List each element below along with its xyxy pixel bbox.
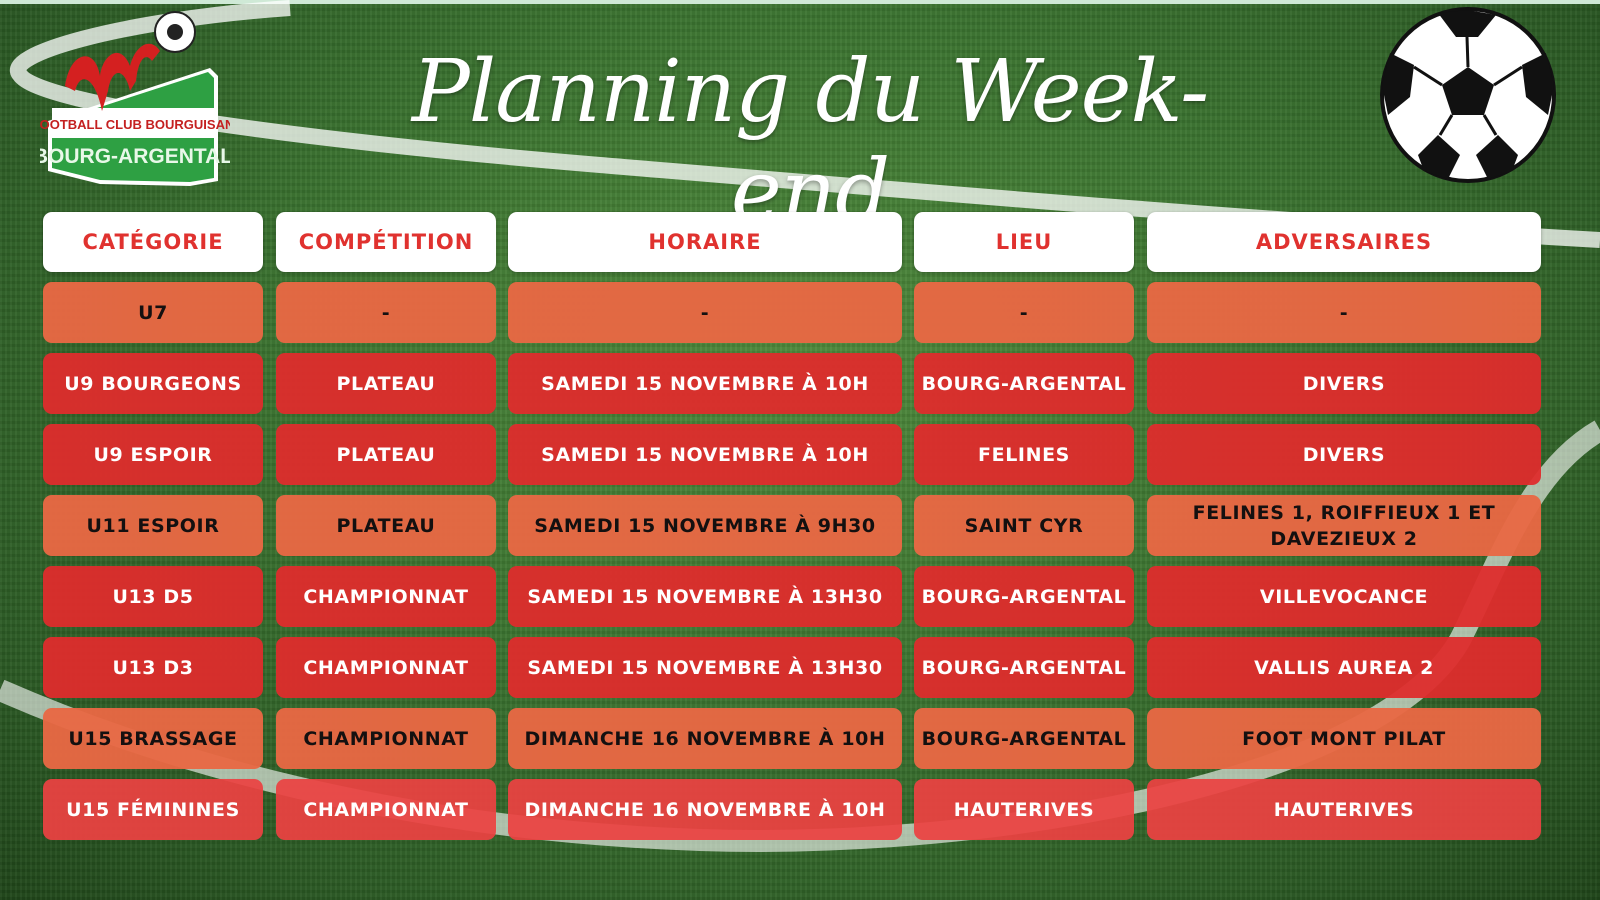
cell-category-text: U15 BRASSAGE: [68, 727, 238, 750]
cell-category: U7: [43, 282, 263, 343]
cell-competition: PLATEAU: [276, 353, 496, 414]
cell-opponents: FELINES 1, ROIFFIEUX 1 ET DAVEZIEUX 2: [1147, 495, 1541, 556]
cell-schedule: SAMEDI 15 NOVEMBRE À 10H: [508, 424, 902, 485]
cell-venue: BOURG-ARGENTAL: [914, 637, 1134, 698]
cell-venue: -: [914, 282, 1134, 343]
cell-competition-text: PLATEAU: [336, 372, 436, 395]
cell-competition-text: CHAMPIONNAT: [303, 585, 469, 608]
header-competition-text: COMPÉTITION: [298, 230, 474, 254]
cell-opponents-text: FOOT MONT PILAT: [1242, 727, 1446, 750]
header-competition: COMPÉTITION: [276, 212, 496, 272]
cell-schedule: SAMEDI 15 NOVEMBRE À 10H: [508, 353, 902, 414]
cell-schedule: SAMEDI 15 NOVEMBRE À 9H30: [508, 495, 902, 556]
cell-schedule-text: DIMANCHE 16 NOVEMBRE À 10H: [524, 727, 886, 750]
cell-venue-text: BOURG-ARGENTAL: [921, 656, 1127, 679]
cell-schedule: SAMEDI 15 NOVEMBRE À 13H30: [508, 566, 902, 627]
cell-venue-text: SAINT CYR: [964, 514, 1084, 537]
cell-competition: -: [276, 282, 496, 343]
cell-opponents-text: DIVERS: [1302, 443, 1386, 466]
cell-opponents: VALLIS AUREA 2: [1147, 637, 1541, 698]
cell-opponents-text: FELINES 1, ROIFFIEUX 1 ET DAVEZIEUX 2: [1192, 501, 1496, 550]
cell-competition: CHAMPIONNAT: [276, 566, 496, 627]
cell-competition-text: -: [381, 301, 391, 324]
cell-category-text: U13 D3: [112, 656, 194, 679]
cell-venue: BOURG-ARGENTAL: [914, 708, 1134, 769]
cell-schedule-text: SAMEDI 15 NOVEMBRE À 10H: [541, 372, 869, 395]
cell-category-text: U7: [138, 301, 168, 324]
cell-schedule: -: [508, 282, 902, 343]
cell-category: U15 FÉMININES: [43, 779, 263, 840]
cell-opponents-text: VALLIS AUREA 2: [1254, 656, 1434, 679]
cell-venue: SAINT CYR: [914, 495, 1134, 556]
top-border: [0, 0, 1600, 4]
cell-competition: PLATEAU: [276, 424, 496, 485]
cell-venue: HAUTERIVES: [914, 779, 1134, 840]
cell-competition-text: CHAMPIONNAT: [303, 727, 469, 750]
cell-category-text: U9 BOURGEONS: [64, 372, 242, 395]
club-logo: FOOTBALL CLUB BOURGUISAN BOURG-ARGENTAL: [40, 11, 230, 186]
cell-opponents: HAUTERIVES: [1147, 779, 1541, 840]
cell-category-text: U11 ESPOIR: [86, 514, 220, 537]
cell-category: U13 D3: [43, 637, 263, 698]
cell-venue-text: BOURG-ARGENTAL: [921, 585, 1127, 608]
soccer-ball-icon: [1380, 7, 1556, 183]
cell-opponents: DIVERS: [1147, 424, 1541, 485]
cell-opponents-text: DIVERS: [1302, 372, 1386, 395]
cell-venue-text: FELINES: [978, 443, 1070, 466]
cell-opponents-text: HAUTERIVES: [1273, 798, 1415, 821]
cell-category: U13 D5: [43, 566, 263, 627]
cell-schedule-text: SAMEDI 15 NOVEMBRE À 10H: [541, 443, 869, 466]
cell-competition: CHAMPIONNAT: [276, 637, 496, 698]
logo-line1: FOOTBALL CLUB BOURGUISAN: [40, 117, 230, 132]
cell-schedule: SAMEDI 15 NOVEMBRE À 13H30: [508, 637, 902, 698]
cell-category: U9 BOURGEONS: [43, 353, 263, 414]
header-venue-text: LIEU: [995, 230, 1053, 254]
cell-schedule-text: SAMEDI 15 NOVEMBRE À 13H30: [527, 656, 883, 679]
cell-schedule: DIMANCHE 16 NOVEMBRE À 10H: [508, 708, 902, 769]
cell-competition: CHAMPIONNAT: [276, 779, 496, 840]
cell-opponents-text: -: [1339, 301, 1349, 324]
cell-opponents-text: VILLEVOCANCE: [1259, 585, 1429, 608]
header-schedule: HORAIRE: [508, 212, 902, 272]
cell-category: U9 ESPOIR: [43, 424, 263, 485]
cell-competition: CHAMPIONNAT: [276, 708, 496, 769]
cell-competition-text: PLATEAU: [336, 514, 436, 537]
cell-schedule-text: DIMANCHE 16 NOVEMBRE À 10H: [524, 798, 886, 821]
cell-category-text: U15 FÉMININES: [66, 798, 240, 821]
cell-venue: BOURG-ARGENTAL: [914, 566, 1134, 627]
cell-venue: FELINES: [914, 424, 1134, 485]
cell-venue-text: HAUTERIVES: [953, 798, 1095, 821]
cell-venue-text: BOURG-ARGENTAL: [921, 727, 1127, 750]
logo-line2: BOURG-ARGENTAL: [40, 145, 230, 168]
cell-opponents: FOOT MONT PILAT: [1147, 708, 1541, 769]
cell-category-text: U9 ESPOIR: [93, 443, 213, 466]
header-opponents: ADVERSAIRES: [1147, 212, 1541, 272]
cell-opponents: DIVERS: [1147, 353, 1541, 414]
cell-schedule-text: SAMEDI 15 NOVEMBRE À 13H30: [527, 585, 883, 608]
cell-competition-text: CHAMPIONNAT: [303, 656, 469, 679]
cell-competition: PLATEAU: [276, 495, 496, 556]
cell-venue: BOURG-ARGENTAL: [914, 353, 1134, 414]
cell-schedule: DIMANCHE 16 NOVEMBRE À 10H: [508, 779, 902, 840]
cell-category-text: U13 D5: [112, 585, 194, 608]
cell-competition-text: CHAMPIONNAT: [303, 798, 469, 821]
header-schedule-text: HORAIRE: [648, 230, 762, 254]
header-category-text: CATÉGORIE: [82, 230, 224, 254]
cell-schedule-text: SAMEDI 15 NOVEMBRE À 9H30: [534, 514, 876, 537]
cell-opponents: VILLEVOCANCE: [1147, 566, 1541, 627]
cell-category: U11 ESPOIR: [43, 495, 263, 556]
cell-category: U15 BRASSAGE: [43, 708, 263, 769]
cell-opponents: -: [1147, 282, 1541, 343]
header-venue: LIEU: [914, 212, 1134, 272]
cell-competition-text: PLATEAU: [336, 443, 436, 466]
cell-schedule-text: -: [700, 301, 710, 324]
cell-venue-text: -: [1019, 301, 1029, 324]
header-category: CATÉGORIE: [43, 212, 263, 272]
page-title: Planning du Week-end: [411, 42, 1209, 242]
cell-venue-text: BOURG-ARGENTAL: [921, 372, 1127, 395]
header-opponents-text: ADVERSAIRES: [1255, 230, 1433, 254]
